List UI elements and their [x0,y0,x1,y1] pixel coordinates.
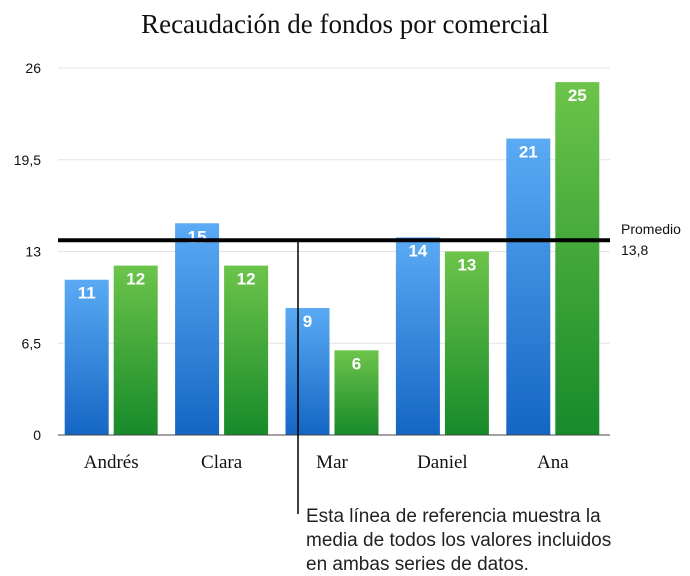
bar [285,307,330,435]
bars: 11 12 15 12 9 6 14 13 21 25 [64,82,600,436]
x-axis-labels: Andrés Clara Mar Daniel Ana [84,452,569,473]
bar-value-label: 9 [303,312,312,331]
x-tick-label: Andrés [84,452,139,473]
bar-value-label: 11 [78,284,96,303]
x-tick-label: Mar [316,452,348,473]
bar [175,223,220,435]
bar-value-label: 21 [519,143,538,162]
annotation-text: Esta línea de referencia muestra la media… [306,506,611,575]
bar [224,265,269,435]
reference-line-label: Promedio [621,221,681,237]
bar [334,350,379,435]
y-tick-label: 19,5 [14,152,41,168]
bar [444,251,489,435]
annotation-line: media de todos los valores incluidos [306,530,611,551]
bar-value-label: 6 [352,354,361,373]
bar [506,138,551,436]
y-axis-ticks: 0 6,5 13 19,5 26 [14,60,41,443]
bar-value-label: 13 [457,256,476,275]
y-tick-label: 13 [25,244,41,260]
x-tick-label: Ana [537,452,569,473]
chart-title: Recaudación de fondos por comercial [141,9,549,39]
bar [64,279,109,435]
y-tick-label: 0 [33,427,41,443]
bar-value-label: 14 [408,241,427,260]
bar [113,265,158,435]
annotation-line: en ambas series de datos. [306,554,529,575]
x-tick-label: Clara [201,452,243,473]
bar [395,237,440,435]
bar [555,82,600,435]
reference-line-value: 13,8 [621,242,648,258]
bar-value-label: 25 [568,86,587,105]
annotation-line: Esta línea de referencia muestra la [306,506,601,527]
bar-value-label: 12 [237,270,256,289]
x-tick-label: Daniel [417,452,468,473]
bar-value-label: 15 [188,227,207,246]
bar-value-label: 12 [126,270,145,289]
y-tick-label: 26 [25,60,41,76]
y-tick-label: 6,5 [22,335,42,351]
